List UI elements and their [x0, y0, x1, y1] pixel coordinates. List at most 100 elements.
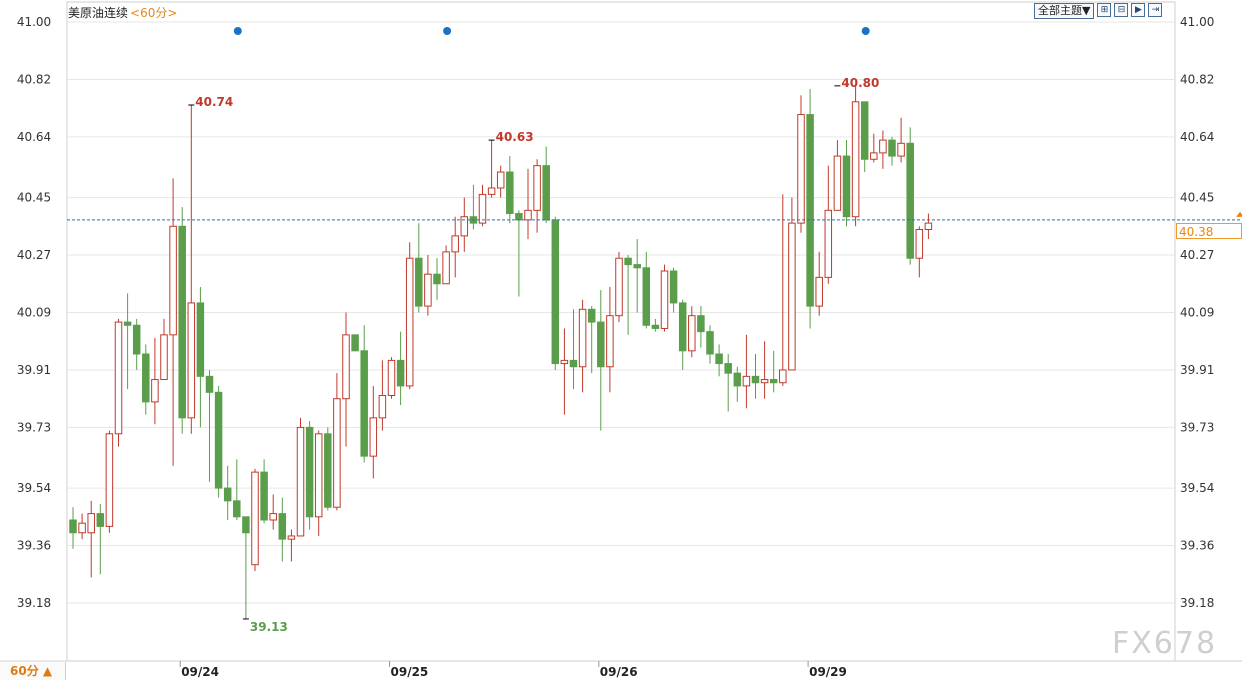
y-tick-right-6: 39.91	[1180, 363, 1214, 377]
candle-body-24	[287, 535, 296, 540]
candle-body-49	[515, 213, 523, 221]
candle-body-73	[733, 372, 742, 387]
candle-body-69	[697, 315, 705, 333]
candle-body-53	[551, 219, 560, 365]
shrink-icon[interactable]: ⊟	[1114, 3, 1129, 17]
x-tick-label-1: 09/25	[391, 665, 429, 679]
candle-body-22	[269, 513, 277, 521]
candle-body-56	[578, 308, 587, 368]
event-marker-1	[443, 27, 452, 35]
candle-body-77	[769, 379, 778, 384]
candle-body-8	[142, 353, 150, 403]
annotations: 40.74 40.63 40.80 39.13	[188, 27, 879, 634]
y-tick-right-2: 40.64	[1180, 130, 1214, 144]
candle-body-0	[69, 519, 77, 534]
candle-body-78	[779, 369, 787, 384]
candle-body-61	[624, 257, 632, 266]
current-price-arrow	[1236, 211, 1242, 217]
candle-body-87	[860, 101, 869, 160]
candle-body-93	[915, 229, 924, 259]
candle-body-90	[888, 139, 896, 157]
candle-body-21	[260, 471, 268, 521]
candle-body-82	[815, 276, 823, 307]
candle-body-18	[233, 500, 241, 518]
candle-body-20	[251, 471, 259, 566]
candle-body-57	[587, 308, 596, 323]
candle-body-79	[788, 222, 796, 371]
forward-icon[interactable]: ⇥	[1148, 3, 1163, 17]
watermark: FX678	[1112, 626, 1218, 661]
candle-body-38	[415, 257, 423, 307]
candle-body-32	[360, 350, 368, 457]
candle-body-55	[569, 359, 578, 368]
candle-body-48	[506, 171, 514, 215]
candle-body-72	[724, 363, 732, 374]
current-price-tag: 40.38	[1176, 223, 1242, 239]
candle-body-30	[342, 334, 350, 400]
chart-toolbar: 全部主题▼ ⊞ ⊟ ▶ ⇥	[1034, 3, 1163, 19]
candle-body-29	[333, 398, 341, 508]
candle-body-10	[160, 334, 168, 381]
candle-body-70	[706, 331, 714, 355]
candle-body-64	[651, 324, 660, 329]
extreme-label-0: 40.74	[195, 95, 233, 109]
y-tick-right-4: 40.27	[1180, 248, 1214, 262]
candle-body-16	[214, 391, 223, 489]
y-tick-left-0: 41.00	[17, 15, 51, 29]
candle-body-5	[114, 321, 123, 435]
candle-body-39	[424, 273, 432, 307]
candle-body-27	[314, 433, 323, 518]
candle-body-13	[187, 302, 196, 419]
y-tick-left-9: 39.36	[17, 539, 51, 553]
candle-body-92	[906, 142, 914, 259]
candle-body-19	[242, 516, 250, 534]
candle-body-89	[879, 139, 887, 154]
candle-body-3	[96, 513, 105, 527]
y-tick-left-5: 40.09	[17, 306, 51, 320]
candle-body-9	[151, 379, 159, 403]
candle-body-50	[524, 209, 532, 221]
period-selector[interactable]: <60分>	[130, 6, 178, 20]
extreme-label-3: 39.13	[250, 620, 288, 634]
candle-body-28	[324, 433, 332, 508]
chart-title: 美原油连续	[68, 6, 129, 20]
candle-body-34	[378, 395, 387, 419]
y-tick-right-7: 39.73	[1180, 420, 1214, 434]
candle-body-60	[615, 257, 623, 317]
y-tick-left-7: 39.73	[17, 420, 51, 434]
candle-body-85	[842, 155, 851, 218]
candle-body-65	[660, 270, 669, 329]
candle-body-71	[715, 353, 723, 365]
event-marker-2	[861, 27, 870, 35]
candle-body-62	[633, 264, 641, 269]
candle-body-54	[560, 359, 569, 365]
y-tick-right-9: 39.36	[1180, 539, 1214, 553]
x-tick-label-3: 09/29	[809, 665, 847, 679]
theme-button[interactable]: 全部主题▼	[1034, 3, 1095, 19]
candle-body-63	[642, 267, 651, 326]
candle-body-42	[451, 235, 459, 253]
candle-body-86	[851, 101, 860, 218]
candle-body-88	[870, 152, 878, 160]
candle-body-41	[442, 251, 450, 285]
candle-body-25	[296, 426, 305, 537]
y-tick-right-5: 40.09	[1180, 306, 1214, 320]
y-tick-right-10: 39.18	[1180, 596, 1214, 610]
period-tab[interactable]: 60分 ▲	[0, 662, 66, 680]
candle-body-14	[196, 302, 205, 377]
candle-body-58	[597, 321, 605, 368]
candle-body-12	[178, 225, 186, 419]
candle-body-81	[806, 114, 814, 307]
y-tick-right-3: 40.45	[1180, 191, 1214, 205]
axes: 41.00 41.00 40.82 40.82 40.64 40.64 40.45 40.45…	[0, 15, 1242, 679]
candle-body-1	[78, 522, 86, 534]
y-tick-left-1: 40.82	[17, 72, 51, 86]
candle-body-66	[669, 270, 678, 304]
candle-body-40	[433, 273, 441, 285]
y-tick-left-6: 39.91	[17, 363, 51, 377]
candle-body-74	[742, 375, 751, 387]
play-icon[interactable]: ▶	[1131, 3, 1146, 17]
expand-icon[interactable]: ⊞	[1097, 3, 1112, 17]
candle-body-47	[496, 171, 505, 189]
